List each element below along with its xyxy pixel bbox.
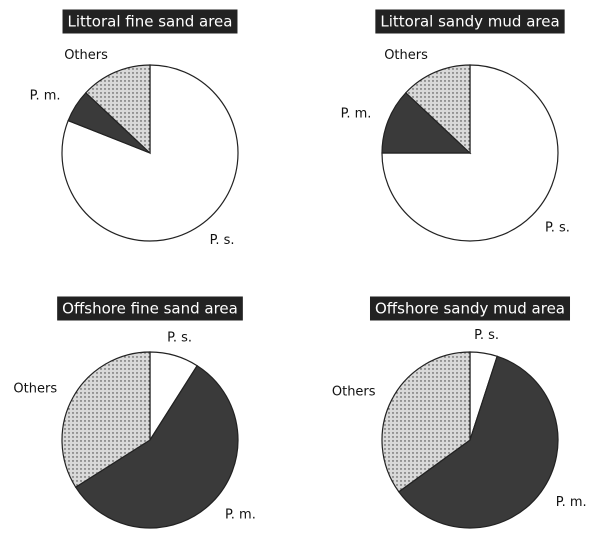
title-box [375, 9, 565, 34]
title-box [369, 296, 571, 321]
slice-label: P. s. [474, 328, 499, 343]
title-box [62, 9, 238, 34]
title-box [57, 296, 243, 321]
chart-title: Offshore sandy mud area [375, 300, 565, 318]
slice-texture [382, 352, 470, 492]
slice-label: P. s. [545, 220, 570, 235]
pie-slice [397, 355, 559, 529]
slice-texture [405, 65, 470, 153]
slice-label: Others [13, 381, 57, 396]
pie-slice [381, 91, 472, 154]
slice-label: P. m. [225, 507, 256, 522]
slice-texture [61, 352, 150, 488]
slice-label: P. m. [556, 495, 587, 510]
slice-label: P. m. [341, 106, 372, 121]
slice-label: P. s. [210, 233, 235, 248]
chart-title: Offshore fine sand area [62, 300, 238, 318]
slice-texture [85, 65, 150, 153]
slice-label: P. s. [167, 331, 192, 346]
pie-slice [74, 364, 239, 529]
slice-label: P. m. [30, 89, 61, 104]
slice-label: Others [332, 384, 376, 399]
slice-label: Others [384, 48, 428, 63]
slice-label: Others [64, 48, 108, 63]
chart-title: Littoral sandy mud area [380, 13, 559, 31]
chart-title: Littoral fine sand area [68, 13, 233, 31]
